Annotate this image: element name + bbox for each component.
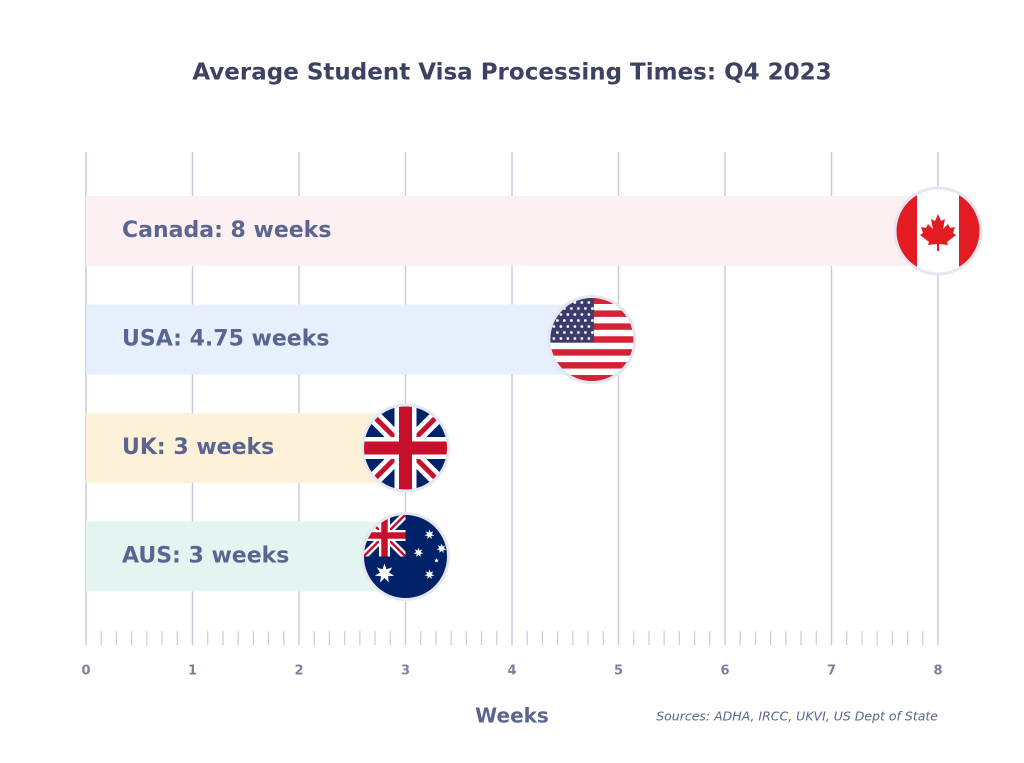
bar-label: UK: 3 weeks (122, 435, 274, 460)
flag-stripe (549, 362, 634, 369)
flag-star (587, 325, 591, 328)
flag-star (576, 307, 580, 310)
x-tick-label: 4 (507, 664, 516, 679)
flag-icon (547, 295, 637, 384)
bars (86, 196, 938, 592)
flag-star (555, 319, 559, 322)
flag-stripe (549, 355, 634, 363)
flag-star (566, 313, 570, 316)
flag-star (552, 337, 556, 340)
flag-star (424, 529, 435, 539)
flag-star (590, 307, 594, 310)
flag-stripe (549, 349, 634, 356)
flag-star (580, 313, 584, 316)
flag-ring (361, 512, 450, 601)
flag-star (587, 337, 591, 340)
flag-star (555, 331, 559, 334)
flag-body (363, 514, 448, 599)
flag-star (566, 337, 570, 340)
flag-star (587, 301, 591, 304)
flag-ring (893, 186, 983, 276)
x-tick-label: 7 (827, 664, 836, 679)
flag-star (566, 325, 570, 328)
x-tick-label: 5 (614, 664, 623, 679)
flag-stripe (549, 375, 634, 382)
flag-star (576, 331, 580, 334)
flag-star (413, 547, 424, 557)
flag-body (363, 406, 448, 490)
flag-icon (361, 512, 450, 601)
flag-star (562, 319, 566, 322)
flag-star (590, 331, 594, 334)
flags (361, 186, 983, 601)
flag-star (569, 319, 573, 322)
flag-star (374, 563, 395, 583)
x-tick-label: 0 (81, 664, 90, 679)
flag-star (559, 337, 563, 340)
flag-star (580, 325, 584, 328)
flag-leaf (920, 214, 956, 251)
flag-star (587, 313, 591, 316)
flag-star (576, 319, 580, 322)
flag-icon (361, 403, 450, 493)
chart-title: Average Student Visa Processing Times: Q… (192, 60, 831, 86)
flag-star (569, 307, 573, 310)
source-note: Sources: ADHA, IRCC, UKVI, US Dept of St… (656, 709, 938, 724)
x-tick-label: 6 (720, 664, 729, 679)
flag-star (573, 313, 577, 316)
flag-star (559, 325, 563, 328)
flag-star (583, 331, 587, 334)
x-tick-label: 3 (401, 664, 410, 679)
flag-icon (893, 186, 983, 276)
flag-star (573, 325, 577, 328)
flag-stripe (549, 342, 634, 350)
flag-star (590, 319, 594, 322)
flag-star (562, 331, 566, 334)
flag-union (363, 514, 406, 557)
flag-ring (361, 403, 450, 493)
flag-body (549, 297, 634, 382)
flag-star (424, 569, 435, 579)
bar (86, 304, 592, 375)
flag-star (559, 301, 563, 304)
flag-star (580, 301, 584, 304)
x-axis-label: Weeks (475, 704, 549, 728)
x-tick-label: 8 (933, 664, 942, 679)
flag-star (569, 331, 573, 334)
bar-label: Canada: 8 weeks (122, 218, 331, 243)
flag-star (583, 319, 587, 322)
bar (86, 196, 938, 266)
flag-ring (547, 295, 637, 384)
flag-star (580, 337, 584, 340)
flag-star (559, 313, 563, 316)
bar-label: AUS: 3 weeks (122, 544, 289, 569)
flag-star (552, 301, 556, 304)
x-tick-label: 1 (188, 664, 197, 679)
bar (86, 521, 406, 592)
flag-star (583, 307, 587, 310)
flag-star (552, 325, 556, 328)
flag-stripe (549, 368, 634, 376)
x-tick-label: 2 (294, 664, 303, 679)
flag-star (434, 558, 439, 563)
bar-label: USA: 4.75 weeks (122, 327, 329, 352)
bar (86, 413, 406, 483)
flag-star (573, 337, 577, 340)
flag-star (436, 543, 447, 553)
